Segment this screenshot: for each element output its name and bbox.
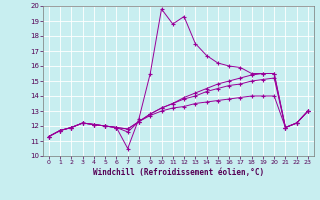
- X-axis label: Windchill (Refroidissement éolien,°C): Windchill (Refroidissement éolien,°C): [93, 168, 264, 177]
